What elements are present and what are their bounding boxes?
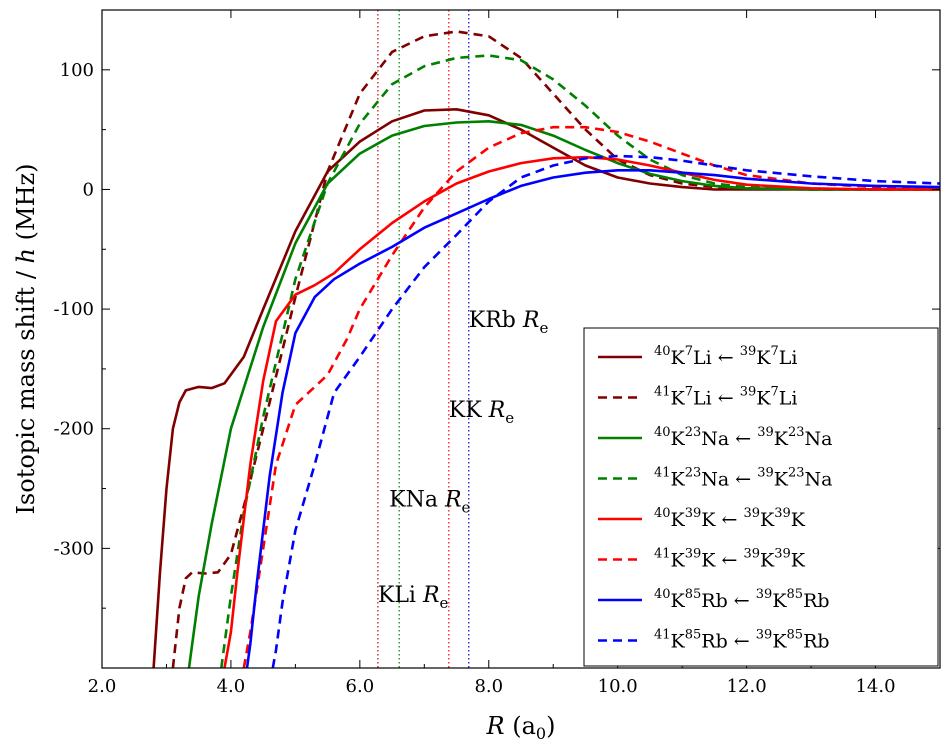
x-tick-label: 6.0 <box>346 676 375 697</box>
legend: 40K7Li ← 39K7Li 41K7Li ← 39K7Li 40K23Na ← … <box>583 327 939 667</box>
re-label-kli: KLi Re <box>378 583 449 612</box>
series-line-5 <box>223 155 940 668</box>
y-tick-label: -100 <box>54 299 94 320</box>
series-line-4 <box>220 54 940 668</box>
series-line-6 <box>242 125 940 668</box>
x-tick-label: 14.0 <box>855 676 895 697</box>
series-line-8 <box>271 154 940 668</box>
x-tick-label: 10.0 <box>598 676 638 697</box>
re-label-kna: KNa Re <box>389 487 470 516</box>
legend-label: 41K39K ← 39K39K <box>654 547 806 572</box>
legend-label: 40K23Na ← 39K23Na <box>654 425 833 450</box>
re-label-krb: KRb Re <box>469 308 549 337</box>
x-tick-label: 2.0 <box>88 676 117 697</box>
y-tick-label: -300 <box>54 538 94 559</box>
legend-label: 41K7Li ← 39K7Li <box>654 385 797 410</box>
y-axis-title: Isotopic mass shift / h (MHz) <box>12 163 40 514</box>
x-tick-label: 8.0 <box>474 676 503 697</box>
series-line-7 <box>245 169 940 668</box>
y-tick-label: 100 <box>60 60 94 81</box>
legend-frame <box>583 327 939 667</box>
y-tick-label: 0 <box>83 179 94 200</box>
series-line-3 <box>187 120 940 668</box>
y-tick-label: -200 <box>54 419 94 440</box>
legend-label: 40K39K ← 39K39K <box>654 506 806 531</box>
legend-label: 41K85Rb ← 39K85Rb <box>654 628 830 653</box>
x-axis-title: R (a0) <box>486 712 556 743</box>
plot-area-frame <box>101 9 941 669</box>
x-tick-label: 4.0 <box>217 676 246 697</box>
series-line-2 <box>171 30 940 668</box>
legend-label: 41K23Na ← 39K23Na <box>654 466 833 491</box>
x-tick-label: 12.0 <box>727 676 767 697</box>
legend-label: 40K85Rb ← 39K85Rb <box>654 587 830 612</box>
legend-label: 40K7Li ← 39K7Li <box>654 344 797 369</box>
series-line-1 <box>152 108 940 668</box>
re-label-kk: KK Re <box>449 398 514 427</box>
